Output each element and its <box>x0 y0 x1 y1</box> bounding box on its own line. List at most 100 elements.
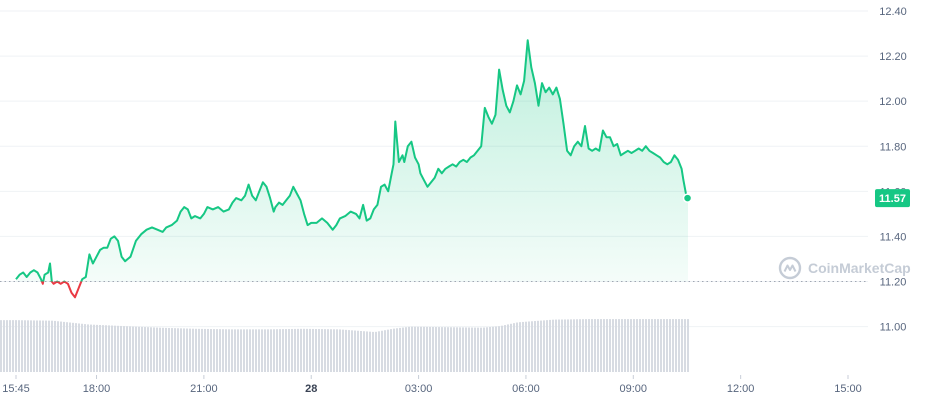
volume-bar <box>39 320 41 372</box>
volume-bar <box>240 329 242 372</box>
volume-bar <box>639 319 641 372</box>
volume-bar <box>435 327 437 372</box>
volume-bar <box>603 319 605 372</box>
volume-bar <box>615 319 617 372</box>
volume-bar <box>567 319 569 372</box>
volume-bar <box>6 320 8 372</box>
volume-bar <box>525 321 527 372</box>
volume-bar <box>564 319 566 372</box>
volume-bar <box>249 329 251 372</box>
volume-bar <box>42 320 44 372</box>
volume-bar <box>318 329 320 372</box>
volume-bar <box>186 328 188 372</box>
volume-bar <box>174 328 176 372</box>
volume-bar <box>441 327 443 372</box>
volume-bar <box>192 328 194 372</box>
volume-bar <box>432 326 434 372</box>
volume-bar <box>117 325 119 372</box>
volume-bar <box>384 330 386 372</box>
volume-bar <box>462 327 464 372</box>
x-tick-label: 03:00 <box>405 383 433 395</box>
volume-bar <box>144 327 146 372</box>
current-price-tag: 11.57 <box>682 189 910 208</box>
x-tick-label: 12:00 <box>727 383 755 395</box>
volume-bar <box>498 326 500 372</box>
volume-bar <box>75 323 77 372</box>
y-tick-label: 12.40 <box>879 6 907 18</box>
volume-bar <box>291 328 293 372</box>
volume-bar <box>513 323 515 372</box>
volume-bar <box>15 320 17 372</box>
volume-bar <box>72 322 74 372</box>
volume-bar <box>345 329 347 372</box>
price-area-fill <box>16 40 688 282</box>
volume-bar <box>183 328 185 372</box>
volume-bar <box>177 328 179 372</box>
volume-bar <box>294 328 296 372</box>
volume-bar <box>87 324 89 372</box>
volume-bar <box>27 320 29 372</box>
volume-bar <box>48 320 50 372</box>
volume-bar <box>465 327 467 372</box>
volume-bar <box>396 328 398 372</box>
volume-bar <box>417 326 419 372</box>
volume-bar <box>0 320 2 372</box>
volume-bar <box>111 325 113 372</box>
volume-bar <box>402 327 404 372</box>
volume-bar <box>549 319 551 372</box>
volume-bar <box>420 326 422 372</box>
volume-bar <box>585 319 587 372</box>
volume-bar <box>678 319 680 372</box>
volume-bar <box>414 326 416 372</box>
volume-bar <box>54 320 56 372</box>
volume-bar <box>252 329 254 372</box>
volume-bar <box>51 320 53 372</box>
volume-bar <box>201 328 203 372</box>
volume-bar <box>330 329 332 372</box>
x-tick-label: 21:00 <box>190 383 218 395</box>
volume-bar <box>99 324 101 372</box>
volume-bar <box>543 320 545 372</box>
x-tick-label: 09:00 <box>620 383 648 395</box>
volume-bar <box>45 320 47 372</box>
volume-bar <box>624 319 626 372</box>
volume-bar <box>9 320 11 372</box>
volume-bar <box>510 323 512 372</box>
volume-bar <box>504 325 506 372</box>
volume-bar <box>642 319 644 372</box>
volume-bar <box>69 322 71 372</box>
volume-bar <box>261 329 263 372</box>
x-axis: 15:45 18:00 21:00 28 03:00 06:00 09:00 12:00 15:… <box>2 375 862 395</box>
volume-bar <box>66 322 68 372</box>
volume-bar <box>255 329 257 372</box>
volume-bar <box>228 329 230 372</box>
volume-bar <box>630 319 632 372</box>
x-tick-label: 18:00 <box>83 383 111 395</box>
volume-bar <box>618 319 620 372</box>
y-tick-label: 11.00 <box>880 322 907 334</box>
volume-bar <box>216 329 218 372</box>
volume-bar <box>357 330 359 372</box>
volume-bar <box>558 319 560 372</box>
volume-bars <box>0 319 689 372</box>
volume-bar <box>189 328 191 372</box>
volume-bar <box>366 331 368 372</box>
volume-bar <box>597 319 599 372</box>
volume-bar <box>363 331 365 372</box>
volume-bar <box>492 326 494 372</box>
x-tick-label: 15:00 <box>834 383 862 395</box>
volume-bar <box>114 325 116 372</box>
volume-bar <box>588 319 590 372</box>
volume-bar <box>333 329 335 372</box>
volume-bar <box>105 325 107 372</box>
volume-bar <box>282 329 284 372</box>
volume-bar <box>408 326 410 372</box>
volume-bar <box>381 330 383 372</box>
volume-bar <box>669 319 671 372</box>
volume-bar <box>480 327 482 372</box>
volume-bar <box>162 327 164 372</box>
volume-bar <box>57 321 59 372</box>
